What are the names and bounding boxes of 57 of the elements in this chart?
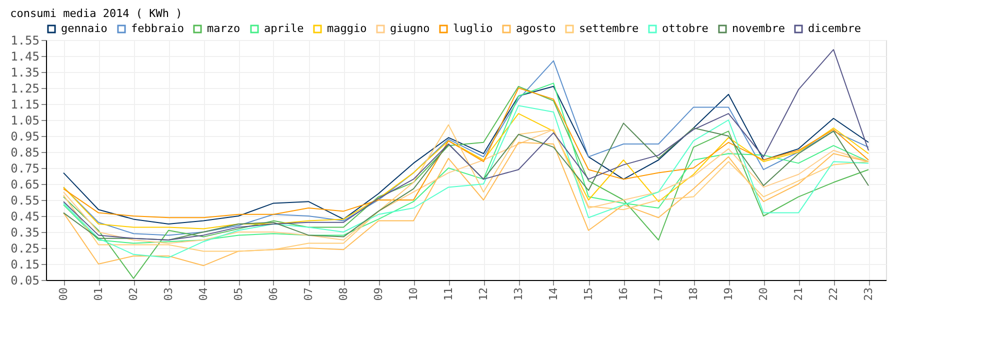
y-tick-label: 1.05 [10, 114, 40, 128]
legend-label: agosto [516, 22, 556, 35]
x-tick-label: 06 [267, 288, 280, 301]
legend-label: aprile [264, 22, 304, 35]
chart-title: consumi media 2014 ( KWh ) [10, 7, 182, 20]
x-tick-label: 04 [197, 287, 210, 301]
x-tick-label: 11 [442, 288, 455, 301]
y-tick-label: 0.65 [10, 178, 40, 192]
x-tick-label: 14 [547, 287, 560, 301]
x-tick-label: 23 [862, 288, 875, 301]
x-tick-label: 10 [407, 288, 420, 301]
x-tick-label: 03 [162, 288, 175, 301]
legend-label: maggio [327, 22, 367, 35]
y-tick-label: 0.95 [10, 130, 40, 144]
legend-label: marzo [207, 22, 240, 35]
legend-label: febbraio [131, 22, 184, 35]
y-tick-label: 0.35 [10, 226, 40, 240]
x-tick-label: 19 [722, 288, 735, 301]
legend-label: settembre [579, 22, 639, 35]
line-series [63, 105, 869, 258]
x-tick-label: 20 [757, 288, 770, 301]
y-tick-label: 1.45 [10, 50, 40, 64]
y-tick-label: 1.35 [10, 66, 40, 80]
legend-label: ottobre [662, 22, 708, 35]
y-tick-label: 1.25 [10, 82, 40, 96]
line-series [63, 142, 869, 266]
legend-label: gennaio [61, 22, 108, 35]
legend-label: giugno [390, 22, 430, 35]
y-tick-label: 1.15 [10, 98, 40, 112]
y-tick-label: 0.55 [10, 194, 40, 208]
x-tick-label: 12 [477, 288, 490, 301]
x-tick-label: 01 [92, 288, 105, 301]
line-series [63, 86, 869, 279]
x-tick-label: 17 [652, 288, 665, 301]
x-tick-label: 09 [372, 288, 385, 301]
legend-label: dicembre [808, 22, 861, 35]
y-tick-label: 0.85 [10, 146, 40, 160]
y-tick-label: 0.25 [10, 242, 40, 256]
y-tick-label: 0.45 [10, 210, 40, 224]
x-tick-label: 02 [127, 288, 140, 301]
x-tick-label: 07 [302, 288, 315, 301]
x-tick-label: 15 [582, 288, 595, 301]
x-tick-label: 00 [57, 288, 70, 301]
x-tick-label: 05 [232, 288, 245, 301]
x-tick-label: 18 [687, 288, 700, 301]
x-tick-label: 13 [512, 288, 525, 301]
line-series [63, 113, 869, 230]
legend-label: luglio [453, 22, 493, 35]
x-tick-label: 08 [337, 288, 350, 301]
y-tick-label: 0.05 [10, 274, 40, 288]
x-tick-label: 16 [617, 288, 630, 301]
x-tick-label: 22 [827, 288, 840, 301]
legend-label: novembre [732, 22, 785, 35]
y-tick-label: 0.75 [10, 162, 40, 176]
y-tick-label: 0.15 [10, 258, 40, 272]
y-tick-label: 1.55 [10, 34, 40, 48]
x-tick-label: 21 [792, 288, 805, 301]
